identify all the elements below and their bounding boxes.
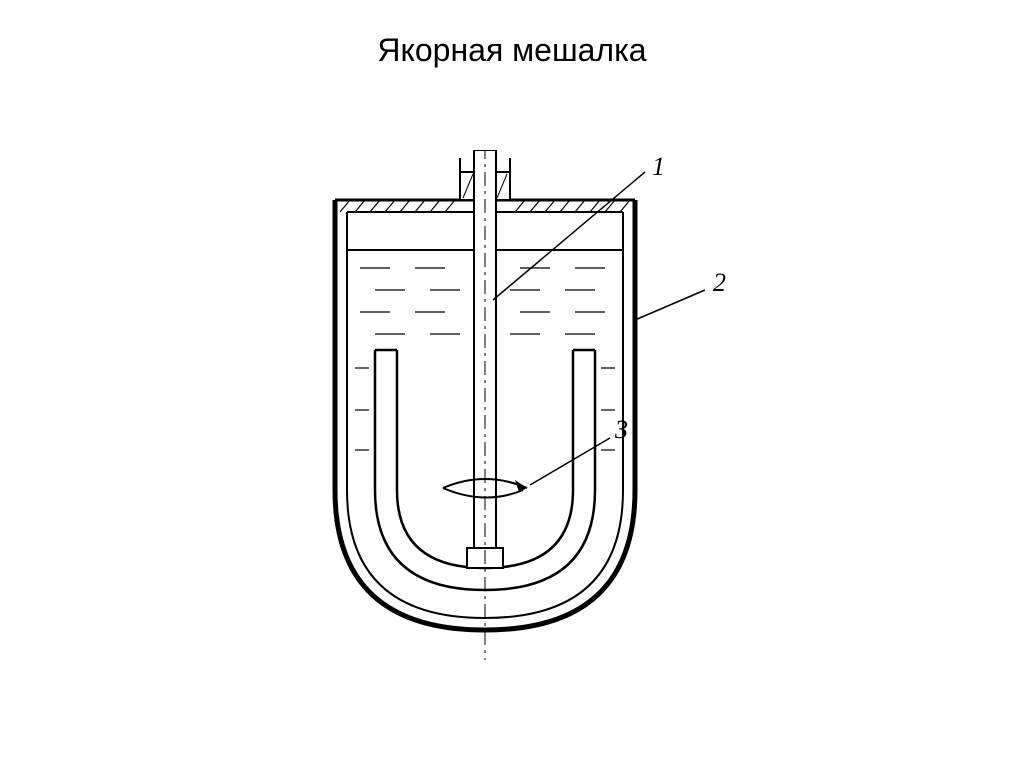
callout-label-1: 1 — [652, 152, 665, 182]
leader-2 — [635, 290, 705, 320]
anchor-agitator-diagram: 1 2 3 — [265, 150, 765, 670]
callout-label-3: 3 — [615, 415, 628, 445]
callout-label-2: 2 — [713, 268, 726, 298]
diagram-title: Якорная мешалка — [0, 32, 1024, 69]
diagram-svg — [265, 150, 765, 670]
